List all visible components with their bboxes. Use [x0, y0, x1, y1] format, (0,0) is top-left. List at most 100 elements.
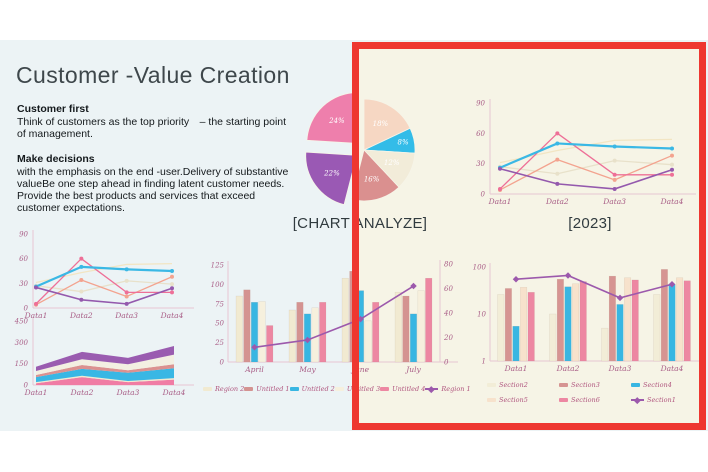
- svg-text:Data3: Data3: [608, 364, 632, 373]
- highlight-region-fill: [352, 42, 706, 430]
- svg-text:0: 0: [481, 191, 486, 199]
- svg-text:0: 0: [444, 359, 449, 367]
- year-label: [2023]: [568, 215, 612, 232]
- section-heading: Make decisions: [17, 153, 95, 165]
- svg-text:June: June: [350, 365, 370, 374]
- section-body: with the emphasis on the end -user.Deliv…: [17, 166, 289, 214]
- legend-swatch-icon: [334, 387, 344, 391]
- svg-text:24%: 24%: [328, 117, 345, 125]
- pie-chart: 18% 8% 12% 16% 22% 24%: [296, 88, 436, 214]
- svg-text:0: 0: [220, 359, 225, 367]
- legend-line-marker-icon: [425, 385, 439, 393]
- chart-analyze-label: [CHART ANALYZE]: [292, 215, 428, 232]
- line-chart-left: 0 30 60 90 Data1 Data2 Data3 Data4: [6, 226, 196, 324]
- svg-text:60: 60: [444, 285, 453, 293]
- legend-label: Section1: [647, 396, 676, 404]
- svg-text:18%: 18%: [373, 120, 389, 128]
- legend-swatch-icon: [559, 383, 568, 387]
- svg-text:April: April: [244, 365, 264, 374]
- bar-chart-sections: 1 10 100 Data1 Data2 Data3 Data4: [458, 250, 706, 376]
- legend-label: Section2: [499, 381, 528, 389]
- legend-swatch-icon: [203, 387, 212, 391]
- svg-text:12%: 12%: [384, 159, 400, 167]
- svg-text:30: 30: [19, 280, 28, 288]
- svg-text:22%: 22%: [323, 169, 340, 177]
- legend-swatch-icon: [487, 398, 496, 402]
- legend-item: Untitled 3: [334, 385, 381, 393]
- svg-text:16%: 16%: [364, 176, 380, 184]
- svg-text:Data1: Data1: [488, 197, 512, 206]
- legend-swatch-icon: [289, 387, 299, 391]
- svg-text:50: 50: [215, 320, 224, 328]
- svg-text:Data4: Data4: [162, 388, 186, 397]
- svg-text:60: 60: [476, 130, 485, 138]
- svg-text:July: July: [404, 365, 421, 374]
- svg-text:100: 100: [473, 264, 487, 272]
- legend-swatch-icon: [487, 383, 496, 387]
- legend-item: Untitled 4: [380, 385, 425, 393]
- svg-text:20: 20: [443, 334, 453, 342]
- legend-months: Region 2 Untitled 1 Untitled 2 Untitled 3 Un…: [203, 385, 471, 393]
- svg-text:Data4: Data4: [660, 197, 684, 206]
- svg-text:Data1: Data1: [24, 388, 48, 397]
- legend-item: Section1: [631, 396, 695, 404]
- legend-swatch-icon: [244, 387, 254, 391]
- svg-text:0: 0: [24, 382, 29, 390]
- legend-swatch-icon: [559, 398, 568, 402]
- legend-label: Section6: [571, 396, 600, 404]
- svg-text:1: 1: [482, 358, 486, 366]
- section-heading: Customer first: [17, 103, 89, 115]
- section-customer-first: Customer first Think of customers as the…: [17, 103, 289, 141]
- svg-text:Data2: Data2: [545, 197, 569, 206]
- bar-chart-months: 0 25 50 75 100 125 0 20 40 60 80 April May June July: [198, 248, 460, 378]
- svg-text:0: 0: [24, 305, 29, 313]
- svg-text:Data2: Data2: [69, 311, 93, 320]
- svg-text:30: 30: [476, 160, 485, 168]
- legend-item: Section2: [487, 381, 551, 389]
- svg-text:Data1: Data1: [24, 311, 48, 320]
- legend-label: Region 2: [215, 385, 245, 393]
- svg-text:125: 125: [211, 262, 225, 270]
- legend-label: Section4: [643, 381, 672, 389]
- legend-label: Untitled 4: [392, 385, 426, 393]
- area-chart: 0 150 300 450 Data1 Data2 Data3 Data4: [6, 316, 196, 400]
- svg-text:60: 60: [19, 255, 28, 263]
- section-body: Think of customers as the top priority –…: [17, 116, 287, 140]
- legend-label: Section5: [499, 396, 528, 404]
- svg-text:8%: 8%: [398, 139, 409, 147]
- svg-text:Data2: Data2: [70, 388, 94, 397]
- legend-item: Region 1: [425, 385, 471, 393]
- svg-text:80: 80: [444, 261, 453, 269]
- svg-text:100: 100: [211, 281, 225, 289]
- legend-item: Section4: [631, 381, 695, 389]
- legend-swatch-icon: [380, 387, 390, 391]
- svg-text:May: May: [298, 365, 316, 374]
- legend-line-marker-icon: [631, 396, 644, 404]
- legend-label: Section3: [571, 381, 600, 389]
- page-title: Customer -Value Creation: [16, 62, 290, 88]
- legend-item: Untitled 1: [244, 385, 290, 393]
- legend-sections: Section2 Section3 Section4 Section5 Section6…: [487, 381, 695, 404]
- legend-label: Untitled 1: [256, 385, 290, 393]
- legend-item: Section3: [559, 381, 623, 389]
- svg-text:450: 450: [14, 318, 29, 326]
- legend-label: Untitled 3: [346, 385, 381, 393]
- legend-item: Untitled 2: [289, 385, 335, 393]
- svg-text:90: 90: [476, 100, 485, 108]
- svg-text:90: 90: [19, 231, 28, 239]
- svg-text:Data3: Data3: [602, 197, 626, 206]
- legend-label: Region 1: [441, 385, 471, 393]
- legend-label: Untitled 2: [301, 385, 335, 393]
- svg-text:150: 150: [15, 360, 29, 368]
- svg-text:75: 75: [215, 300, 224, 308]
- svg-text:Data4: Data4: [160, 311, 184, 320]
- legend-item: Section5: [487, 396, 551, 404]
- svg-text:Data1: Data1: [504, 364, 528, 373]
- svg-text:10: 10: [477, 311, 486, 319]
- svg-text:40: 40: [443, 310, 453, 318]
- svg-text:Data4: Data4: [660, 364, 684, 373]
- line-chart-2023: 0 30 60 90 Data1 Data2 Data3 Data4: [468, 94, 698, 212]
- legend-swatch-icon: [631, 383, 640, 387]
